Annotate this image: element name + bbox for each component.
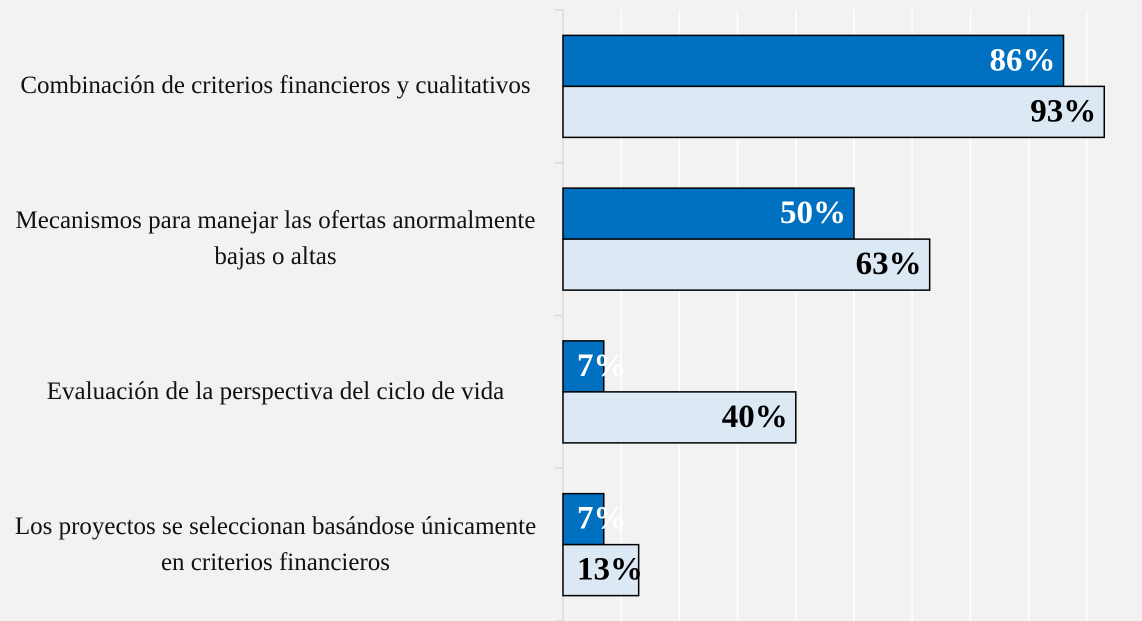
data-label: 13% — [577, 552, 643, 588]
bar — [562, 187, 855, 240]
category-label: Combinación de criterios financieros y c… — [20, 72, 531, 100]
category-label: Evaluación de la perspectiva del ciclo d… — [46, 377, 505, 405]
data-label: 7% — [577, 348, 627, 384]
bar — [562, 34, 1065, 88]
category-label: Los proyectos se seleccionan basándose ú… — [14, 512, 537, 576]
bar — [562, 85, 1106, 139]
data-label: 50% — [780, 195, 846, 231]
data-label: 63% — [856, 246, 922, 282]
data-label: 93% — [1030, 93, 1096, 129]
bar — [562, 391, 797, 444]
data-label: 86% — [990, 42, 1056, 78]
category-label: Mecanismos para manejar las ofertas anor… — [15, 207, 536, 271]
bar — [562, 492, 605, 546]
data-label: 7% — [577, 501, 627, 537]
data-label: 40% — [722, 399, 788, 435]
bar — [562, 340, 605, 393]
bar — [562, 543, 640, 597]
bar — [562, 238, 931, 291]
